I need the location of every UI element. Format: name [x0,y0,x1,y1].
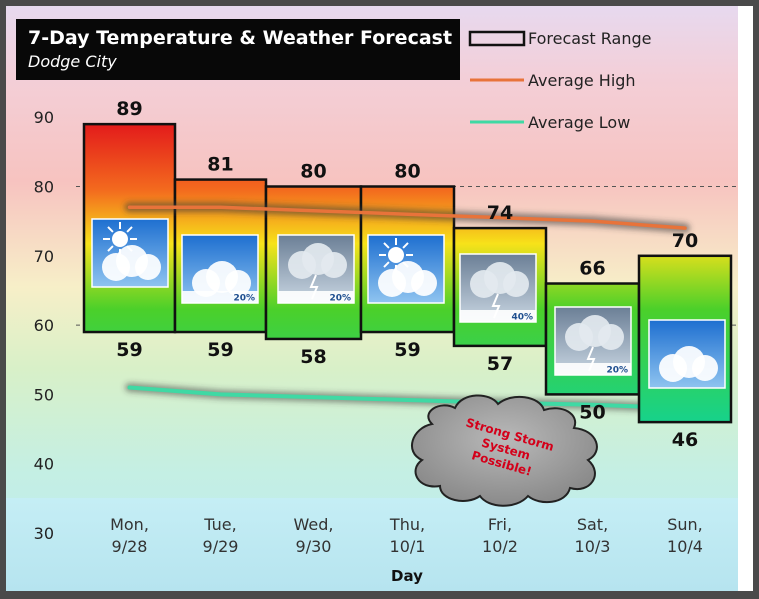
chart-subtitle: Dodge City [28,52,117,71]
legend: Forecast Range Average High Average Low [468,29,652,132]
low-temp-label: 58 [300,346,326,368]
average-high-series [124,202,690,234]
precip-strip [278,291,354,303]
x-axis-title: Day [391,567,423,585]
low-temp-label: 59 [394,339,420,361]
sunny-icon [91,218,169,288]
cloud-shape [411,270,437,296]
x-tick-day: Tue, [203,515,236,534]
y-axis-ticks: 30 40 50 60 70 80 90 [34,108,54,543]
y-tick-label: 90 [34,108,54,127]
storm-cloud-shape [411,394,598,507]
sun-shape [388,247,404,263]
low-temp-label: 59 [207,339,233,361]
title-box [16,19,460,80]
cloud-shape [135,254,161,280]
data-labels: 89 81 80 80 74 66 70 59 59 58 59 57 50 46 [116,98,698,451]
sun-shape [112,231,128,247]
x-tick-day: Wed, [294,515,334,534]
partly-cloudy-icon: 20% [181,234,259,304]
x-axis-labels: Mon, 9/28 Tue, 9/29 Wed, 9/30 Thu, 10/1 Fri, 10/2… [110,515,703,556]
legend-avg-low-label: Average Low [528,113,630,132]
low-temp-label: 59 [116,339,142,361]
y-tick-label: 80 [34,178,54,197]
sunny-clouds-icon [367,234,445,304]
high-temp-label: 74 [487,202,513,224]
right-strip [738,6,753,591]
sun-ray [383,242,390,249]
x-tick-date: 10/1 [390,537,426,556]
y-tick-label: 70 [34,247,54,266]
cloud-shape [598,324,624,350]
legend-range-swatch [468,30,526,47]
precip-chance: 40% [511,313,533,323]
sun-ray [107,245,114,252]
precip-strip [182,291,258,303]
precip-chance: 20% [329,294,351,304]
low-temp-label: 57 [487,353,513,375]
precip-chance: 20% [606,366,628,376]
cloud-shape [321,252,347,278]
thunderstorm-icon: 20% [277,234,355,304]
axis-band [6,498,738,591]
cloud-shape [225,270,251,296]
precip-chance: 20% [233,294,255,304]
sun-ray [107,226,114,233]
chart-title: 7-Day Temperature & Weather Forecast [28,27,452,49]
sun-ray [402,242,409,249]
x-tick-date: 9/30 [296,537,332,556]
legend-range-label: Forecast Range [528,29,652,48]
x-tick-day: Thu, [389,515,425,534]
thunderstorm-icon: 20% [554,306,632,376]
cloud-shape [503,271,529,297]
sun-ray [383,261,390,268]
precip-strip [555,363,631,375]
storm-annotation: Strong StormSystemPossible! [411,394,598,507]
weather-icons: 20% 20% 40% 20% [91,218,726,389]
high-temp-label: 70 [672,230,698,252]
y-tick-label: 60 [34,316,54,335]
y-tick-label: 30 [34,524,54,543]
x-tick-date: 9/28 [112,537,148,556]
high-temp-label: 66 [579,258,605,280]
x-tick-day: Sat, [577,515,608,534]
cloud-shape [692,355,718,381]
x-tick-date: 10/2 [482,537,518,556]
legend-avg-high-label: Average High [528,71,636,90]
y-tick-label: 50 [34,385,54,404]
high-temp-label: 80 [394,161,420,183]
x-tick-date: 9/29 [203,537,239,556]
x-tick-day: Sun, [667,515,703,534]
x-tick-date: 10/4 [667,537,703,556]
thunderstorm-icon: 40% [459,253,537,323]
average-low-series [125,382,690,413]
low-temp-label: 50 [579,401,605,423]
y-tick-label: 40 [34,455,54,474]
precip-strip [460,310,536,322]
x-tick-day: Fri, [488,515,512,534]
x-tick-date: 10/3 [575,537,611,556]
high-temp-label: 80 [300,161,326,183]
low-temp-label: 46 [672,429,698,451]
average-low-line [127,385,687,411]
high-temp-label: 89 [116,98,142,120]
x-tick-day: Mon, [110,515,149,534]
partly-cloudy-icon [648,319,726,389]
average-high-line [127,205,687,230]
high-temp-label: 81 [207,154,233,176]
sun-ray [126,226,133,233]
